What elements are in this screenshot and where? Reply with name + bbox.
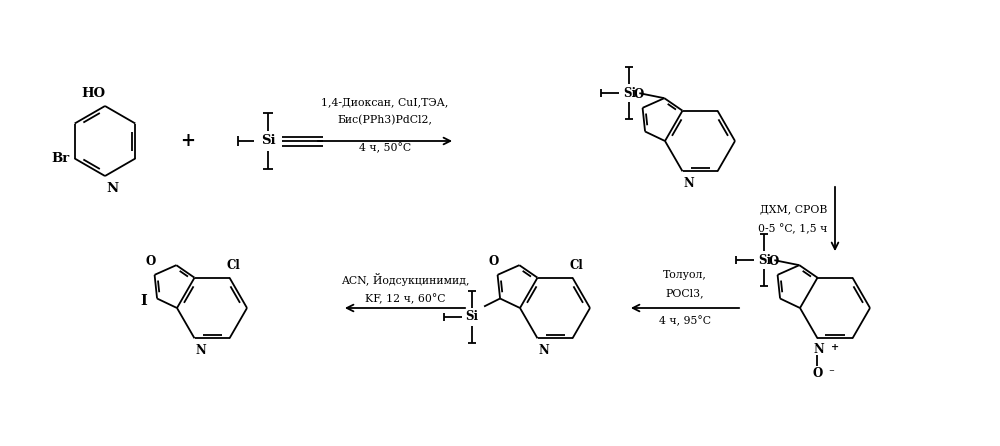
Text: Br: Br — [51, 152, 70, 165]
Text: O: O — [768, 255, 779, 268]
Text: ⁻: ⁻ — [828, 368, 834, 378]
Text: 4 ч, 50°C: 4 ч, 50°C — [359, 143, 411, 154]
Text: Cl: Cl — [227, 259, 240, 272]
Text: Толуол,: Толуол, — [663, 270, 707, 280]
Text: O: O — [633, 88, 644, 101]
Text: O: O — [145, 255, 156, 268]
Text: N: N — [538, 344, 549, 357]
Text: Si: Si — [758, 254, 771, 267]
Text: O: O — [812, 368, 823, 380]
Text: N: N — [196, 344, 206, 357]
Text: N: N — [813, 343, 824, 356]
Text: 4 ч, 95°C: 4 ч, 95°C — [659, 316, 711, 326]
Text: I: I — [140, 293, 147, 307]
Text: KF, 12 ч, 60°C: KF, 12 ч, 60°C — [365, 293, 445, 304]
Text: HO: HO — [81, 87, 105, 100]
Text: Бис(PPh3)PdCl2,: Бис(PPh3)PdCl2, — [337, 115, 432, 125]
Text: Si: Si — [261, 135, 275, 148]
Text: Si: Si — [623, 87, 636, 99]
Text: N: N — [684, 178, 694, 190]
Text: POCl3,: POCl3, — [666, 288, 704, 298]
Text: O: O — [488, 255, 499, 268]
Text: 0-5 °C, 1,5 ч: 0-5 °C, 1,5 ч — [758, 224, 827, 234]
Text: Cl: Cl — [570, 259, 583, 272]
Text: N: N — [106, 182, 118, 195]
Text: +: + — [830, 343, 839, 352]
Text: Si: Si — [466, 310, 479, 323]
Text: ДХМ, СРОВ: ДХМ, СРОВ — [760, 204, 827, 214]
Text: 1,4-Диоксан, CuI,ТЭА,: 1,4-Диоксан, CuI,ТЭА, — [321, 97, 449, 107]
Text: +: + — [180, 132, 196, 150]
Text: ACN, Йодсукцинимид,: ACN, Йодсукцинимид, — [341, 273, 469, 286]
